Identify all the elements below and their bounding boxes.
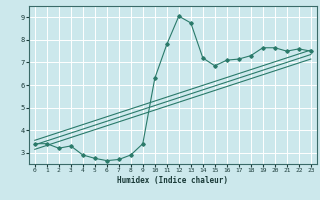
X-axis label: Humidex (Indice chaleur): Humidex (Indice chaleur) [117,176,228,185]
